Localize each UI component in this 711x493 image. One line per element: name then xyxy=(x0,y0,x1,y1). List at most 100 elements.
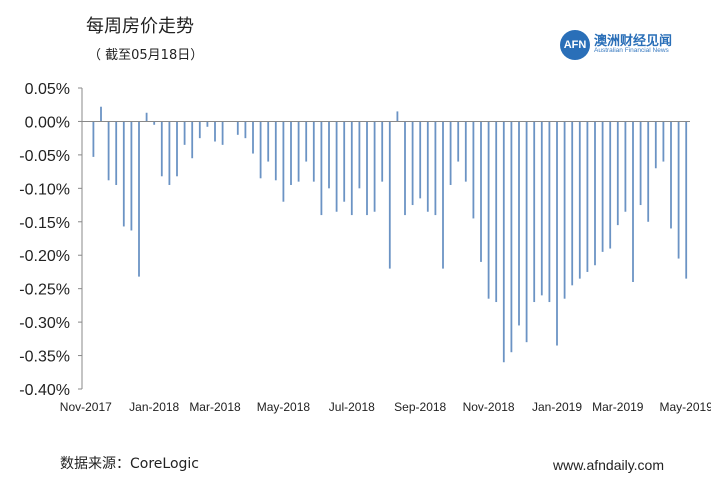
bar xyxy=(115,121,118,185)
x-tick-label: Mar-2019 xyxy=(592,400,644,414)
bar xyxy=(214,121,216,142)
logo-name-cn: 澳洲财经见闻 xyxy=(594,33,673,49)
bar xyxy=(670,121,672,229)
bar xyxy=(343,121,346,202)
website-link[interactable]: www.afndaily.com xyxy=(553,457,665,473)
y-tick-label: -0.35% xyxy=(19,349,70,366)
bar xyxy=(252,121,254,154)
bar xyxy=(305,121,308,162)
bar xyxy=(647,121,650,222)
x-tick-label: May-2018 xyxy=(257,400,311,414)
bar xyxy=(145,112,148,122)
bar xyxy=(122,121,125,227)
y-tick-label: -0.25% xyxy=(19,282,70,299)
logo-name-en: Australian Financial News xyxy=(594,47,669,55)
bar xyxy=(198,121,201,139)
bar xyxy=(662,121,665,162)
bar xyxy=(312,121,315,182)
bar xyxy=(540,121,543,296)
y-tick-label: -0.05% xyxy=(19,148,70,165)
bar xyxy=(533,121,536,303)
bar xyxy=(107,121,110,181)
bar xyxy=(267,121,270,162)
y-tick-label: -0.15% xyxy=(19,215,70,232)
bar xyxy=(487,121,490,299)
bar xyxy=(624,121,627,212)
bar xyxy=(495,121,498,303)
bar xyxy=(92,121,95,157)
bar xyxy=(160,121,163,177)
bar xyxy=(153,121,156,125)
bar xyxy=(502,121,505,363)
bar xyxy=(677,121,680,259)
bar xyxy=(381,121,384,182)
x-tick-label: May-2019 xyxy=(660,400,711,414)
bar xyxy=(510,121,513,353)
bar xyxy=(616,121,619,226)
bar xyxy=(328,121,330,189)
y-tick-label: 0.05% xyxy=(25,81,70,98)
bar xyxy=(654,121,657,169)
logo-text: 澳洲财经见闻 Australian Financial News xyxy=(594,35,672,55)
y-tick-label: -0.40% xyxy=(19,382,70,399)
bar xyxy=(350,121,353,216)
bar xyxy=(601,121,604,252)
x-tick-label: Jul-2018 xyxy=(329,400,375,414)
bar xyxy=(130,121,133,231)
bar xyxy=(480,121,482,262)
bar xyxy=(191,121,194,159)
bar xyxy=(449,121,452,185)
bar xyxy=(426,121,429,212)
bar xyxy=(358,121,361,189)
bar xyxy=(632,121,634,282)
y-tick-label: -0.30% xyxy=(19,315,70,332)
x-tick-label: Nov-2018 xyxy=(463,400,515,414)
bar xyxy=(563,121,566,299)
bar xyxy=(206,121,209,127)
bar xyxy=(259,121,262,179)
bar xyxy=(457,121,460,162)
bar xyxy=(100,106,102,122)
bar xyxy=(221,121,224,145)
bar xyxy=(556,121,558,346)
bar xyxy=(176,121,178,177)
bar xyxy=(366,121,368,216)
chart-subtitle: （ 截至05月18日） xyxy=(88,48,204,63)
bar xyxy=(335,121,338,212)
bar xyxy=(594,121,596,266)
y-tick-label: 0.00% xyxy=(25,114,70,131)
bar xyxy=(411,121,414,206)
bar xyxy=(138,121,140,277)
bar xyxy=(442,121,444,269)
bar-series xyxy=(92,106,688,363)
bar xyxy=(609,121,612,249)
x-tick-label: Nov-2017 xyxy=(60,400,112,414)
bar xyxy=(548,121,551,303)
bar xyxy=(525,121,528,343)
chart-title: 每周房价走势 xyxy=(86,16,194,37)
bar xyxy=(168,121,171,185)
afn-logo: AFN 澳洲财经见闻 Australian Financial News xyxy=(560,28,672,62)
y-axis-ticks: 0.05% 0.00% -0.05% -0.10% -0.15% -0.20% -0.25%… xyxy=(19,81,82,399)
bar xyxy=(282,121,285,202)
bar xyxy=(290,121,292,185)
bar xyxy=(434,121,437,216)
bar xyxy=(320,121,323,216)
bar xyxy=(373,121,376,212)
logo-badge: AFN xyxy=(560,30,590,60)
bar xyxy=(464,121,467,182)
bar xyxy=(586,121,589,272)
bar xyxy=(183,121,186,145)
bar xyxy=(472,121,475,219)
x-axis-ticks: Nov-2017 Jan-2018 Mar-2018 May-2018 Jul-2018… xyxy=(60,400,711,414)
bar xyxy=(236,121,239,135)
bar xyxy=(297,121,300,182)
x-tick-label: Mar-2018 xyxy=(189,400,241,414)
bar xyxy=(578,121,581,279)
bar xyxy=(396,111,399,122)
bar xyxy=(388,121,391,269)
bar xyxy=(244,121,247,139)
bar xyxy=(404,121,406,216)
bar xyxy=(685,121,688,279)
